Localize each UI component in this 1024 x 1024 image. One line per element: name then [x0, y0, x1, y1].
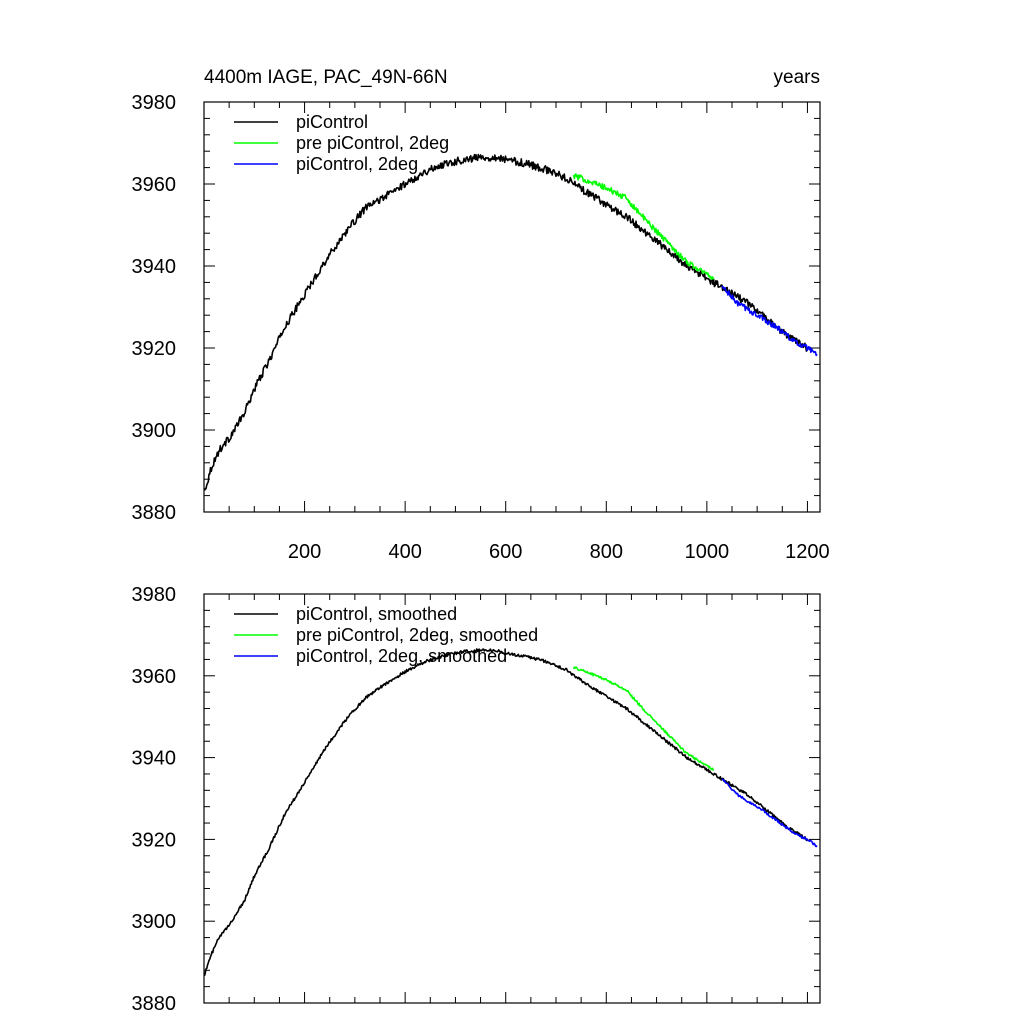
panel-title-right: years: [774, 67, 820, 88]
legend-label: piControl, smoothed: [296, 604, 457, 624]
bottom-panel-ticks: [204, 594, 820, 1003]
series-line-picontrol-smoothed: [203, 648, 808, 977]
legend-label: pre piControl, 2deg, smoothed: [296, 625, 538, 645]
series-line-picontrol-2deg-smoothed: [721, 778, 818, 848]
legend-label: pre piControl, 2deg: [296, 133, 449, 153]
series-line-pre-picontrol-2deg-smoothed: [572, 666, 714, 771]
y-tick-label: 3880: [132, 502, 177, 524]
x-tick-label: 600: [489, 541, 522, 563]
top-panel-y-tick-labels: 3880 3900 3920 3940 3960 3980: [132, 92, 177, 524]
y-tick-label: 3960: [132, 666, 177, 688]
bottom-panel-frame: [203, 593, 821, 1004]
series-line-picontrol: [203, 153, 808, 491]
y-tick-label: 3920: [132, 829, 177, 851]
x-tick-label: 1000: [685, 541, 730, 563]
top-panel-x-tick-labels: 200 400 600 800 1000 1200: [288, 541, 830, 563]
panel-title-left: 4400m IAGE, PAC_49N-66N: [204, 67, 448, 88]
x-tick-label: 400: [388, 541, 421, 563]
legend-label: piControl, 2deg, smoothed: [296, 646, 507, 666]
y-tick-label: 3980: [132, 92, 177, 114]
bottom-panel-y-tick-labels: 3880 3900 3920 3940 3960 3980: [132, 584, 177, 1015]
y-tick-label: 3880: [132, 993, 177, 1015]
y-tick-label: 3900: [132, 911, 177, 933]
x-tick-label: 200: [288, 541, 321, 563]
y-tick-label: 3940: [132, 748, 177, 770]
bottom-panel-series: [203, 648, 818, 977]
top-panel-ticks: [204, 102, 820, 512]
series-line-pre-picontrol-2deg: [572, 173, 715, 281]
x-tick-label: 800: [590, 541, 623, 563]
y-tick-label: 3980: [132, 584, 177, 606]
series-line-picontrol-2deg: [721, 285, 818, 357]
y-tick-label: 3920: [132, 338, 177, 360]
legend-label: piControl: [296, 112, 368, 132]
y-tick-label: 3900: [132, 420, 177, 442]
top-panel-legend: piControl pre piControl, 2deg piControl,…: [234, 112, 449, 174]
x-tick-label: 1200: [785, 541, 830, 563]
top-panel-frame: [203, 101, 821, 513]
bottom-panel-legend: piControl, smoothed pre piControl, 2deg,…: [234, 604, 538, 666]
y-tick-label: 3940: [132, 256, 177, 278]
legend-label: piControl, 2deg: [296, 154, 418, 174]
y-tick-label: 3960: [132, 174, 177, 196]
top-panel-series: [203, 153, 818, 491]
